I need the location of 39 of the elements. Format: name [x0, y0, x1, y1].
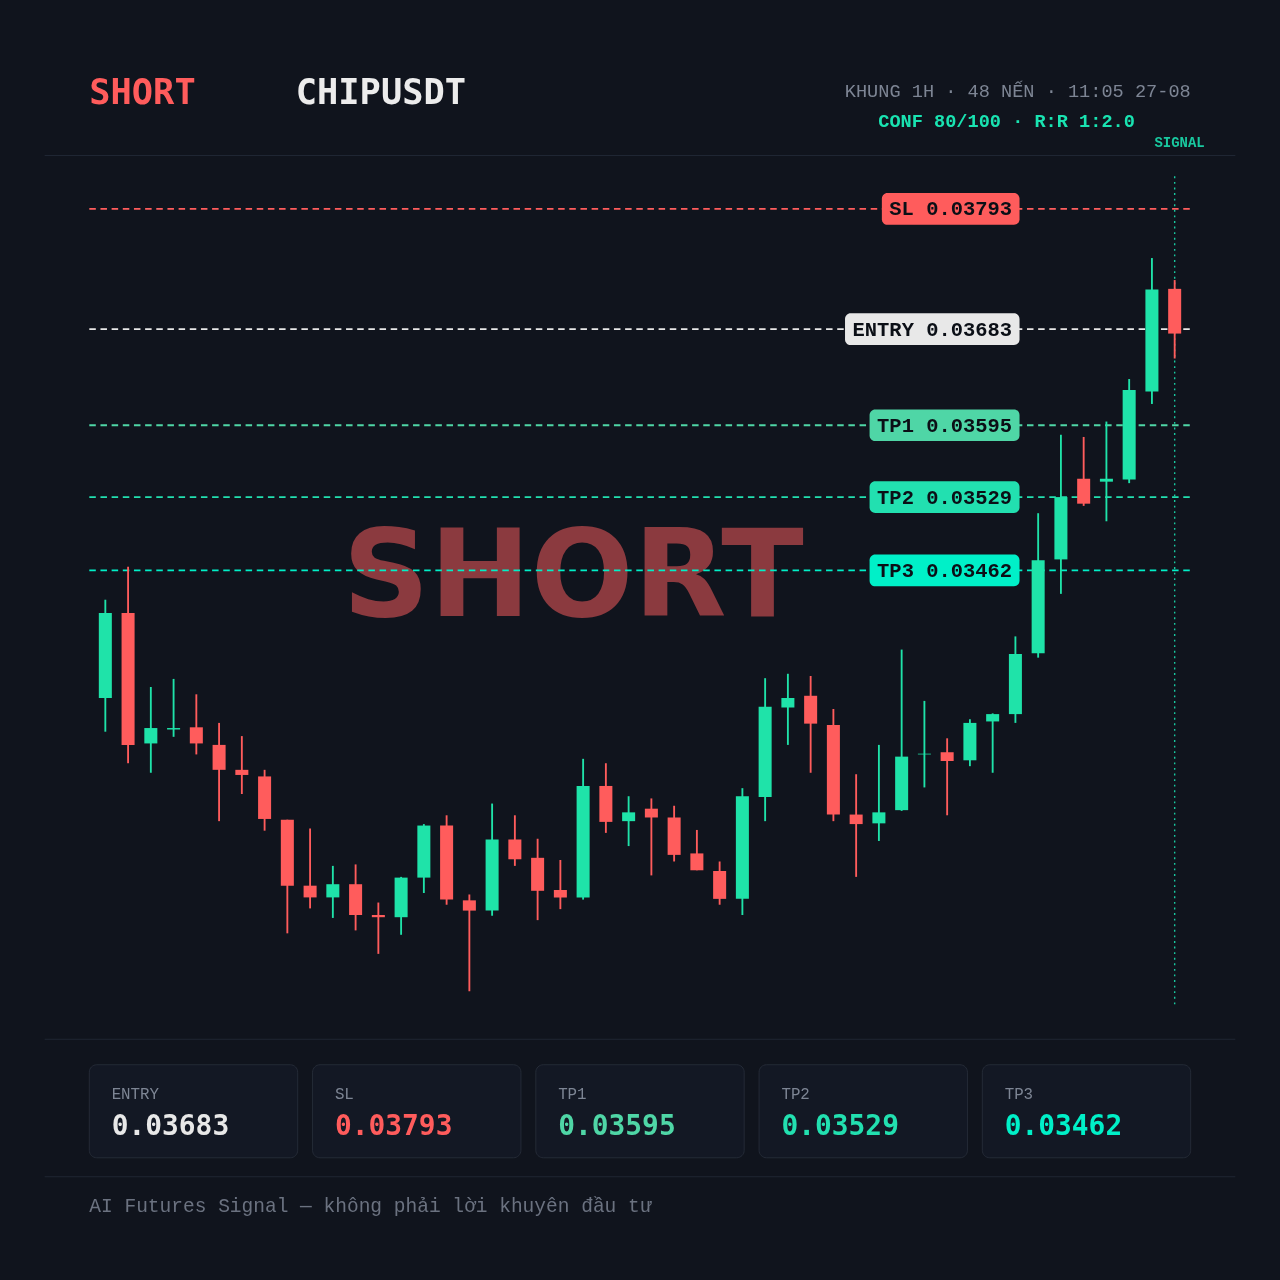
text: AI Futures Signal — không phải lời khuyên đầu tư — [89, 1195, 653, 1218]
text: CONF 80/100 · R:R 1:2.0 — [878, 112, 1135, 134]
ref-line-label: TP2 0.03529 — [877, 486, 1013, 510]
candlestick — [235, 735, 249, 795]
candlestick — [872, 743, 886, 842]
text: ENTRY — [111, 1086, 160, 1105]
text: TP3 — [1004, 1086, 1034, 1105]
candlestick — [303, 827, 317, 910]
candlestick — [371, 901, 385, 955]
chart-subtitle: CHIPUSDT — [295, 70, 466, 112]
candlestick — [462, 893, 476, 993]
ref-line-label: TP3 0.03462 — [877, 559, 1013, 583]
text: TP2 — [781, 1086, 810, 1105]
text: SL — [334, 1086, 354, 1105]
candlestick — [986, 712, 1000, 774]
candlestick — [781, 672, 795, 746]
candlestick — [144, 686, 158, 774]
candlestick — [622, 795, 636, 848]
ref-line-label: SL 0.03793 — [889, 198, 1013, 222]
candlestick — [189, 693, 203, 756]
text: 0.03683 — [111, 1108, 230, 1142]
candlestick — [690, 829, 704, 872]
candlestick — [849, 773, 863, 878]
ref-line-label: TP1 0.03595 — [877, 414, 1013, 438]
ref-line-label: ENTRY 0.03683 — [852, 318, 1013, 342]
text: 0.03462 — [1004, 1108, 1123, 1142]
candlestick — [644, 797, 658, 877]
candlestick — [167, 677, 181, 738]
candlestick — [940, 737, 954, 817]
text: KHUNG 1H · 48 NẾN · 11:05 27-08 — [844, 80, 1191, 104]
text: 0.03529 — [781, 1108, 899, 1142]
candlestick — [553, 859, 567, 911]
text: 0.03793 — [334, 1108, 453, 1142]
candlestick — [508, 814, 522, 867]
text: TP1 — [558, 1086, 587, 1105]
chart-title: SHORT — [89, 70, 196, 112]
candlestick — [326, 864, 340, 919]
text: 0.03595 — [558, 1108, 676, 1142]
text: SIGNAL — [1154, 134, 1205, 151]
